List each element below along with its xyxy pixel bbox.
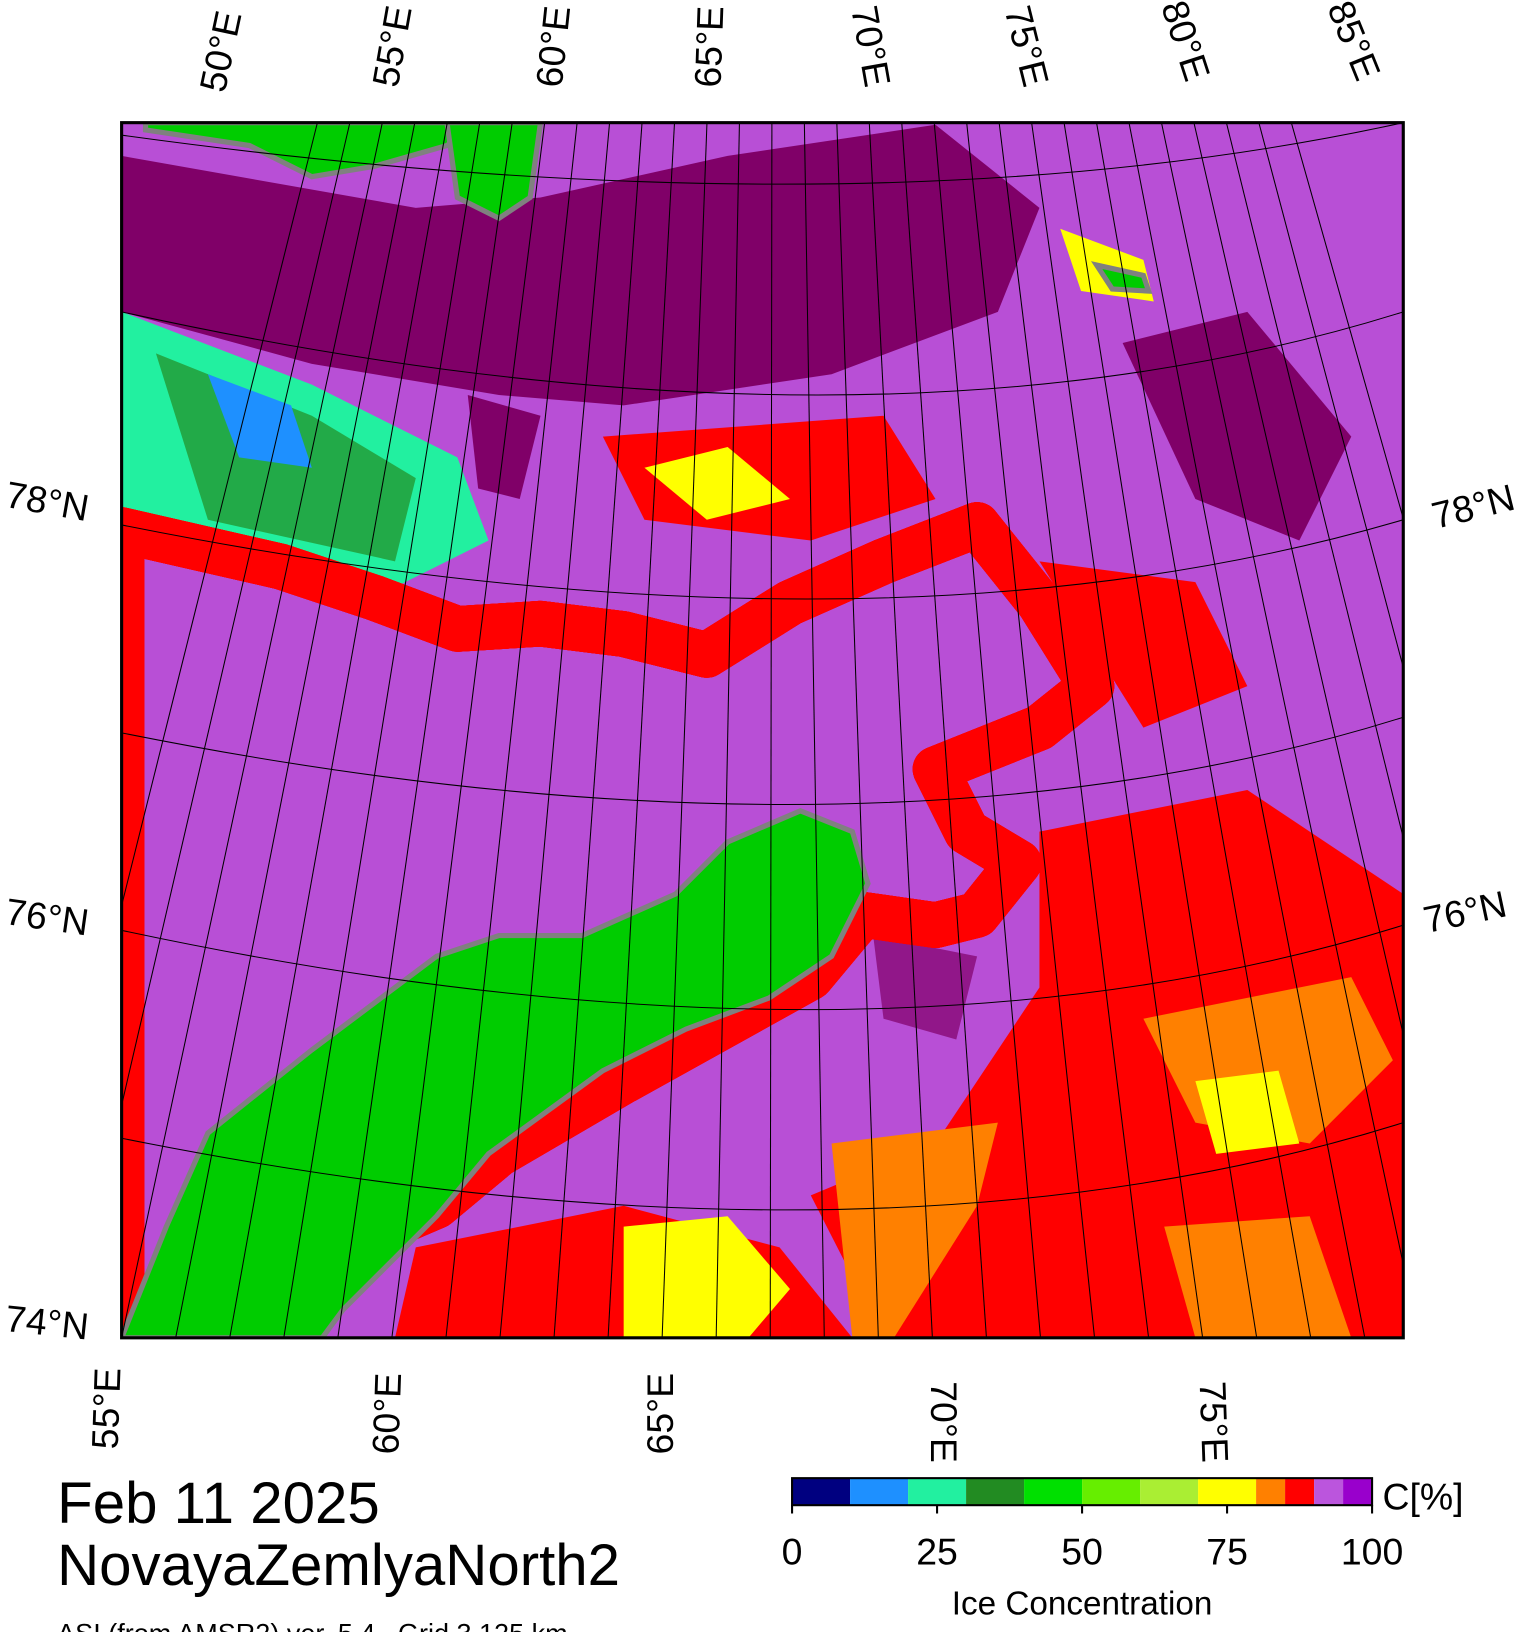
land [121,122,1153,1338]
colorbar-segment [1082,1478,1141,1506]
colorbar-tick-label: 50 [1061,1530,1103,1572]
lon-label: 65°E [687,5,732,88]
meridian [1063,122,1258,1338]
meridian [337,122,513,1338]
colorbar-tick-label: 0 [782,1530,803,1572]
region-title: NovayaZemlyaNorth2 [57,1533,620,1598]
meridian [998,122,1150,1338]
lon-label: 55°E [364,2,420,90]
meridian [661,122,708,1338]
meridian [1160,122,1404,1267]
lon-label: 75°E [997,1,1057,90]
lon-label: 65°E [639,1373,681,1455]
meridian [445,122,578,1338]
colorbar-segment [1343,1478,1373,1506]
colorbar-label: Ice Concentration [952,1585,1213,1622]
ice-10-20 [207,374,312,468]
meridian [1096,122,1312,1338]
meridian [121,122,351,1108]
colorbar-tick-label: 100 [1341,1530,1403,1572]
lon-label: 55°E [84,1367,129,1450]
lon-label: 75°E [1192,1380,1237,1463]
meridian [1031,122,1204,1338]
colorbar-tick-label: 25 [916,1530,958,1572]
meridian [1225,122,1404,840]
lat-label: 74°N [3,1297,91,1348]
colorbar-segment [792,1478,851,1506]
meridian [607,122,676,1338]
lon-label: 50°E [191,7,249,95]
lon-label: 70°E [843,2,899,90]
colorbar-segment [1140,1478,1199,1506]
meridian [121,122,318,908]
meridian [1258,122,1404,670]
lat-label: 76°N [3,890,92,943]
meridian [175,122,416,1338]
lon-label: 70°E [923,1381,965,1463]
lon-label: 60°E [364,1372,409,1455]
colorbar-segment [1256,1478,1286,1506]
meridian [803,122,825,1338]
meridian [391,122,546,1338]
colorbar-unit: C[%] [1382,1475,1463,1517]
colorbar-segment [1198,1478,1257,1506]
colorbar-tick-label: 75 [1206,1530,1248,1572]
meridian [121,122,383,1338]
meridian [836,122,879,1338]
date-title: Feb 11 2025 [57,1471,380,1536]
colorbar-segment [966,1478,1025,1506]
lat-label: 76°N [1420,882,1510,940]
colorbar-segment [1285,1478,1315,1506]
colorbar-segment [908,1478,967,1506]
meridian [553,122,643,1338]
map-frame [120,121,1405,1340]
lon-label: 60°E [528,4,578,89]
meridian [499,122,611,1338]
colorbar-segment [1314,1478,1344,1506]
lon-label: 85°E [1319,0,1388,86]
meridian [1128,122,1366,1338]
graticule [121,122,1404,1338]
meridian [868,122,933,1338]
meridian [229,122,448,1338]
colorbar-segment [850,1478,909,1506]
meridian [715,122,740,1338]
lat-label: 78°N [1428,476,1519,537]
meridian [901,122,987,1338]
thick-ice [121,124,1352,1040]
meridian [769,122,773,1338]
meridian [283,122,481,1338]
ice-map [121,122,1404,1338]
lon-label: 80°E [1153,0,1218,86]
credit: ASI (from AMSR2) ver. 5.4, Grid 3.125 km [57,1618,567,1632]
meridian [966,122,1096,1338]
meridian [1193,122,1404,1037]
lat-label: 78°N [3,473,93,529]
meridian [933,122,1042,1338]
colorbar-segment [1024,1478,1083,1506]
